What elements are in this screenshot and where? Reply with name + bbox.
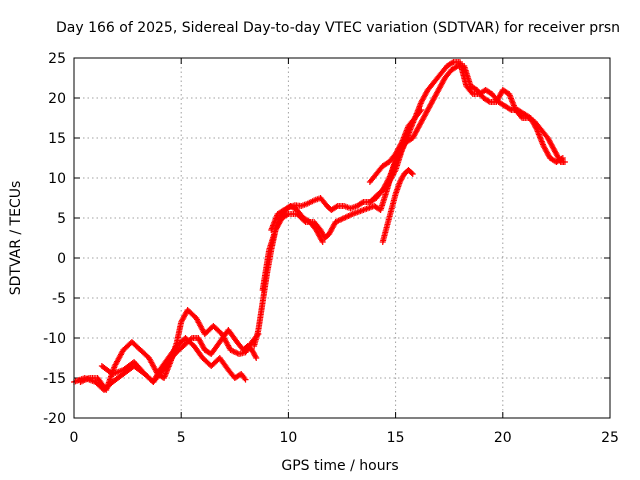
data-point: [449, 59, 456, 66]
y-tick-label: -10: [43, 331, 66, 347]
y-tick-label: -15: [43, 371, 66, 387]
series-track-h: [366, 107, 425, 185]
series-track-j: [366, 131, 412, 205]
data-point: [408, 170, 415, 176]
x-tick-label: 10: [279, 430, 297, 446]
x-tick-label: 25: [601, 430, 619, 446]
data-point: [518, 113, 525, 120]
data-point: [405, 131, 412, 137]
plot-frame: [73, 57, 611, 419]
data-point: [318, 237, 325, 244]
data-point: [507, 106, 514, 113]
x-tick-label: 0: [70, 430, 79, 446]
data-point: [333, 203, 340, 210]
data-point: [453, 63, 460, 70]
y-axis-label: SDTVAR / TECUs: [8, 181, 24, 296]
y-tick-label: 15: [48, 131, 66, 147]
data-point: [561, 159, 568, 165]
data-point: [417, 108, 424, 115]
data-points: [71, 59, 568, 393]
data-point: [252, 353, 259, 360]
y-tick-label: 25: [48, 51, 66, 67]
series-track-a: [71, 335, 249, 393]
series-track-i: [379, 167, 416, 245]
data-point: [359, 199, 366, 206]
y-tick-label: 5: [57, 211, 66, 227]
grid-lines: [74, 58, 610, 418]
x-axis-label: GPS time / hours: [281, 458, 398, 474]
data-point: [187, 336, 194, 343]
chart-title: Day 166 of 2025, Sidereal Day-to-day VTE…: [56, 20, 620, 36]
data-point: [418, 107, 425, 113]
series-track-d: [163, 327, 260, 369]
y-tick-label: -5: [52, 291, 66, 307]
series-track-e: [251, 59, 566, 349]
data-point: [485, 98, 492, 105]
y-tick-label: -20: [43, 411, 66, 427]
series-track-c: [98, 359, 170, 385]
data-point: [409, 171, 416, 177]
data-point: [468, 89, 475, 96]
data-point: [242, 376, 249, 383]
x-tick-label: 15: [387, 430, 405, 446]
tick-marks: 0 5 10 15 20 25 -20 -15 -10 -5 0 5 10 15 20 25: [43, 51, 619, 446]
data-point: [284, 211, 291, 218]
x-tick-label: 20: [494, 430, 512, 446]
y-tick-label: 20: [48, 91, 66, 107]
y-tick-label: 0: [57, 251, 66, 267]
series-track-b: [77, 307, 262, 393]
x-tick-label: 5: [177, 430, 186, 446]
series-track-g: [268, 203, 326, 245]
series-track-f: [259, 63, 568, 293]
data-point: [319, 239, 326, 245]
y-tick-label: 10: [48, 171, 66, 187]
data-point: [253, 355, 260, 361]
